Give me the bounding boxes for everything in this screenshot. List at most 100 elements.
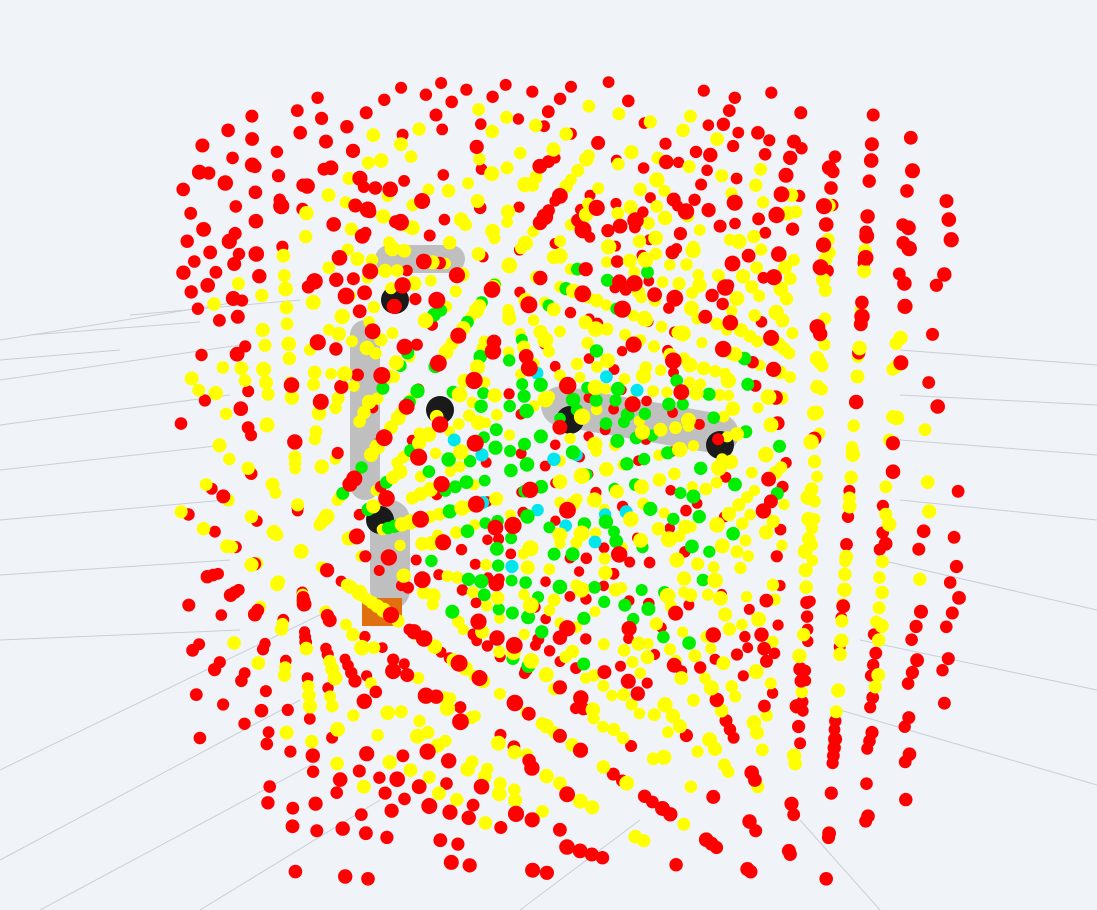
reachability-point [531,503,544,517]
reachability-point [766,361,782,377]
reachability-point [878,536,893,551]
reachability-point [392,213,409,231]
reachability-point [659,137,672,150]
grid-line [0,609,331,771]
reachability-point [774,523,787,536]
reachability-point [448,267,466,284]
reachability-point [859,228,875,244]
reachability-point [685,539,699,554]
reachability-point [758,148,772,161]
reachability-point [816,272,831,288]
reachability-point [574,285,592,303]
reachability-point [863,153,879,168]
reachability-point [539,460,551,472]
reachability-point [657,210,673,226]
reachability-point [472,103,485,116]
reachability-point [564,306,577,319]
reachability-point [315,111,329,125]
reachability-point [242,385,255,398]
reachability-point [810,379,825,394]
reachability-point [331,446,344,460]
reachability-point [922,376,936,389]
reachability-point [689,145,703,159]
reachability-point [419,743,436,760]
reachability-point [578,262,593,277]
reachability-point [818,338,831,351]
reachability-point [683,300,700,316]
reachability-point [503,429,516,441]
reachability-point [703,147,718,163]
reachability-point [230,309,245,324]
reachability-point [499,78,512,91]
reachability-point [470,194,485,208]
reachability-point [461,572,476,586]
reachability-point [431,416,449,433]
reachability-point [809,351,825,366]
reachability-point [909,619,923,634]
reachability-point [787,808,801,822]
reachability-point [417,312,434,329]
reachability-point [588,535,602,549]
reachability-point [467,495,485,513]
reachability-point [693,418,705,430]
reachability-point [376,381,390,395]
reachability-point [535,625,549,639]
reachability-point [879,480,893,494]
reachability-point [293,543,309,559]
reachability-point [329,401,342,415]
grid-line [0,699,301,861]
reachability-point [872,601,886,615]
reachability-point [707,561,720,573]
reachability-point [686,489,701,504]
reachability-point [283,377,300,393]
reachability-point [599,462,614,477]
reachability-point [303,712,316,725]
reachability-point [502,311,517,326]
reachability-point [649,172,665,188]
reachability-point [484,343,502,360]
reachability-point [685,242,701,259]
reachability-point [411,779,427,795]
reachability-point [618,598,632,612]
reachability-point [503,354,516,367]
reachability-point [378,786,392,800]
reachability-point [403,763,418,777]
reachability-point [227,257,242,271]
reachability-point [641,265,654,279]
reachability-point [730,545,744,559]
reachability-point [517,389,531,403]
reachability-point [542,345,556,358]
reachability-point [801,511,816,527]
reachability-point [943,232,959,248]
reachability-point [618,373,631,385]
reachability-point [273,198,290,215]
reachability-point [412,671,425,685]
reachability-point [731,233,747,250]
reachability-point [518,588,530,601]
reachability-point [794,737,807,750]
reachability-point [572,843,588,859]
reachability-point [245,132,259,146]
reachability-point [260,737,274,751]
reachability-point [655,320,668,333]
reachability-point [320,563,335,578]
reachability-point [610,433,625,448]
reachability-point [504,444,517,458]
reachability-point [742,550,755,562]
reachability-point [362,263,379,280]
reachability-point [433,833,448,848]
reachability-point [709,692,724,708]
reachability-point [525,862,541,878]
reachability-point [585,800,600,815]
reachability-point [277,269,291,282]
reachability-point [624,145,639,160]
reachability-point [513,201,525,213]
reachability-point [723,454,739,470]
reachability-point [368,181,383,195]
reachability-point [520,296,538,314]
reachability-point [533,270,548,286]
reachability-point [899,792,913,807]
reachability-point [677,203,695,220]
